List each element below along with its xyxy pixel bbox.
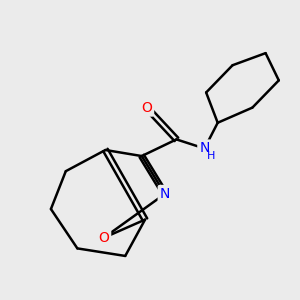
Text: H: H <box>207 152 216 161</box>
Text: N: N <box>199 142 210 155</box>
Text: O: O <box>141 100 152 115</box>
Text: N: N <box>160 187 170 201</box>
Text: O: O <box>98 231 109 245</box>
